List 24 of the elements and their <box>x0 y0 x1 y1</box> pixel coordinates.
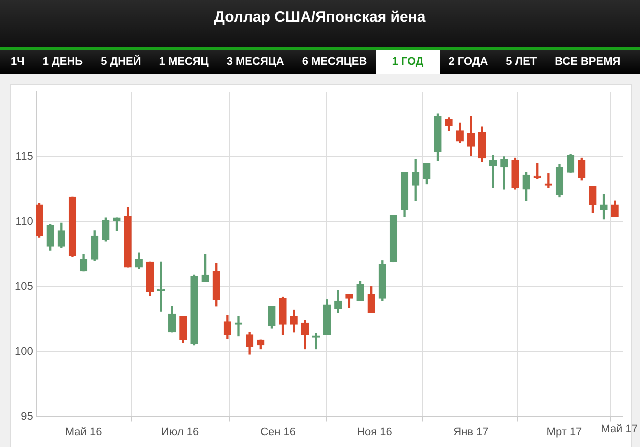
y-tick-label: 115 <box>16 150 34 163</box>
text: 1 ГОД <box>376 50 440 74</box>
y-tick-label: 110 <box>16 216 34 228</box>
text: ВСЕ ВРЕМЯ <box>554 55 622 70</box>
text: 1 МЕСЯЦ <box>158 55 210 70</box>
x-tick-label: Июл 16 <box>161 426 200 438</box>
text: 3 МЕСЯЦА <box>226 55 286 70</box>
y-tick-label: 95 <box>21 410 34 423</box>
chart-title: Доллар США/Японская йена <box>0 0 640 50</box>
text: 6 МЕСЯЦЕВ <box>301 55 368 70</box>
x-tick-label: Мрт 17 <box>546 426 582 438</box>
text: 5 ЛЕТ <box>505 55 538 70</box>
text: Май 17 <box>601 423 638 436</box>
text: 1 ДЕНЬ <box>42 55 84 70</box>
x-tick-label: Янв 17 <box>454 426 489 438</box>
x-tick-label: Сен 16 <box>260 426 296 438</box>
y-tick-label: 105 <box>14 280 34 293</box>
text: 1Ч <box>10 55 26 70</box>
x-tick-label: Ноя 16 <box>357 426 392 438</box>
candlestick <box>157 262 166 312</box>
x-tick-label: Май 16 <box>65 426 102 438</box>
text: 5 ДНЕЙ <box>100 54 142 70</box>
text: 2 ГОДА <box>448 55 490 70</box>
y-tick-label: 100 <box>14 346 34 358</box>
